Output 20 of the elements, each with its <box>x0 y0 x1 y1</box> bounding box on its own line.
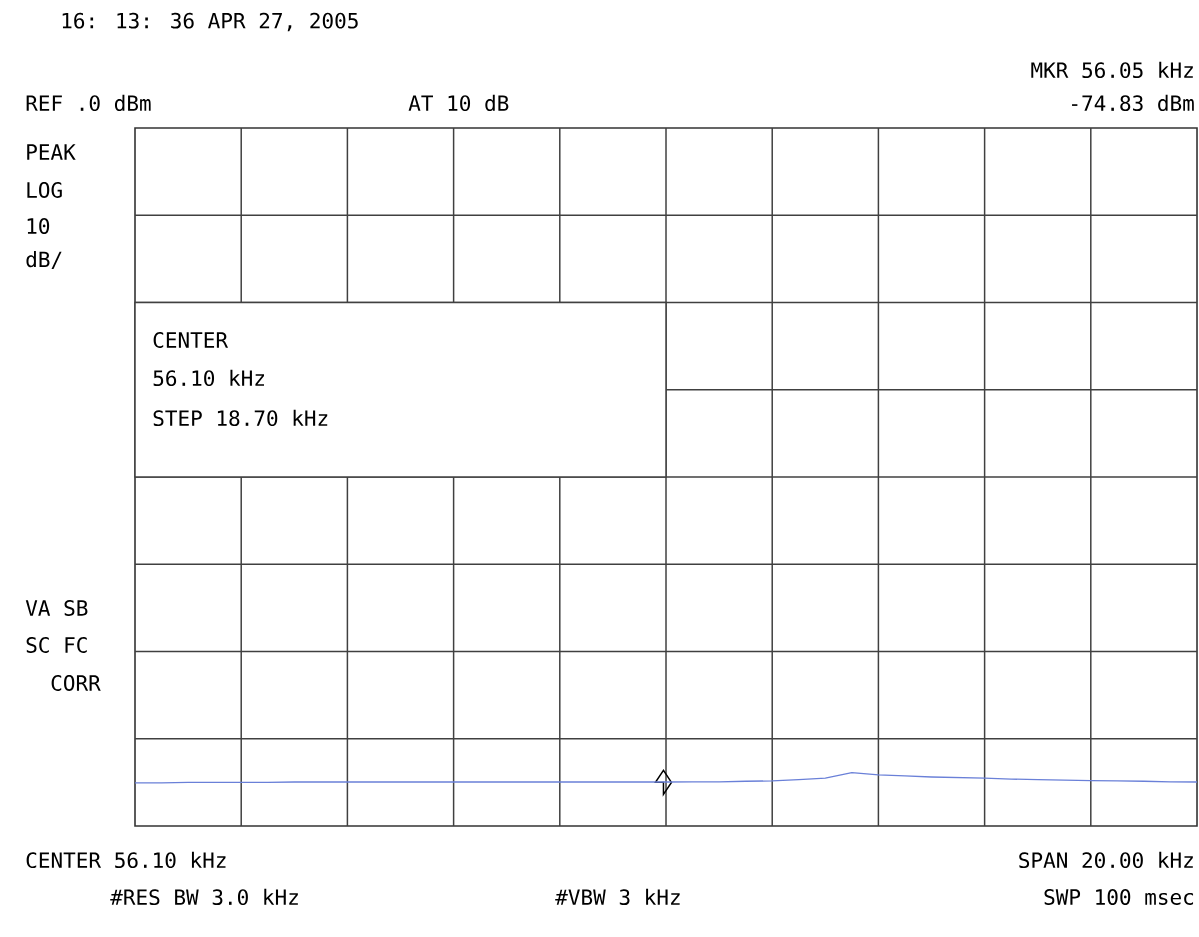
text: AT 10 dB <box>408 94 509 112</box>
text: #VBW 3 kHz <box>555 888 680 906</box>
text: #RES BW 3.0 kHz <box>110 888 298 906</box>
text: VA SB <box>25 600 88 616</box>
text: SWP 100 msec <box>1044 889 1194 905</box>
text: 10 <box>27 218 50 234</box>
text: -74.83 dBm <box>1072 94 1194 112</box>
text: REF .0 dBm <box>26 94 151 112</box>
text: CENTER <box>153 332 229 348</box>
text: dB/ <box>26 251 62 269</box>
text: CORR <box>51 675 101 691</box>
text: 56.10 kHz <box>153 369 265 387</box>
text: CENTER 56.10 kHz <box>26 851 226 869</box>
text: SC FC <box>26 637 87 653</box>
text: LOG <box>27 182 62 198</box>
text: STEP 18.70 kHz <box>153 409 328 427</box>
text: MKR 56.05 kHz <box>1031 61 1193 79</box>
text: PEAK <box>27 144 76 160</box>
chart-title: 16: 13: 36 APR 27, 2005 <box>62 12 358 32</box>
text: SPAN 20.00 kHz <box>1019 851 1193 869</box>
